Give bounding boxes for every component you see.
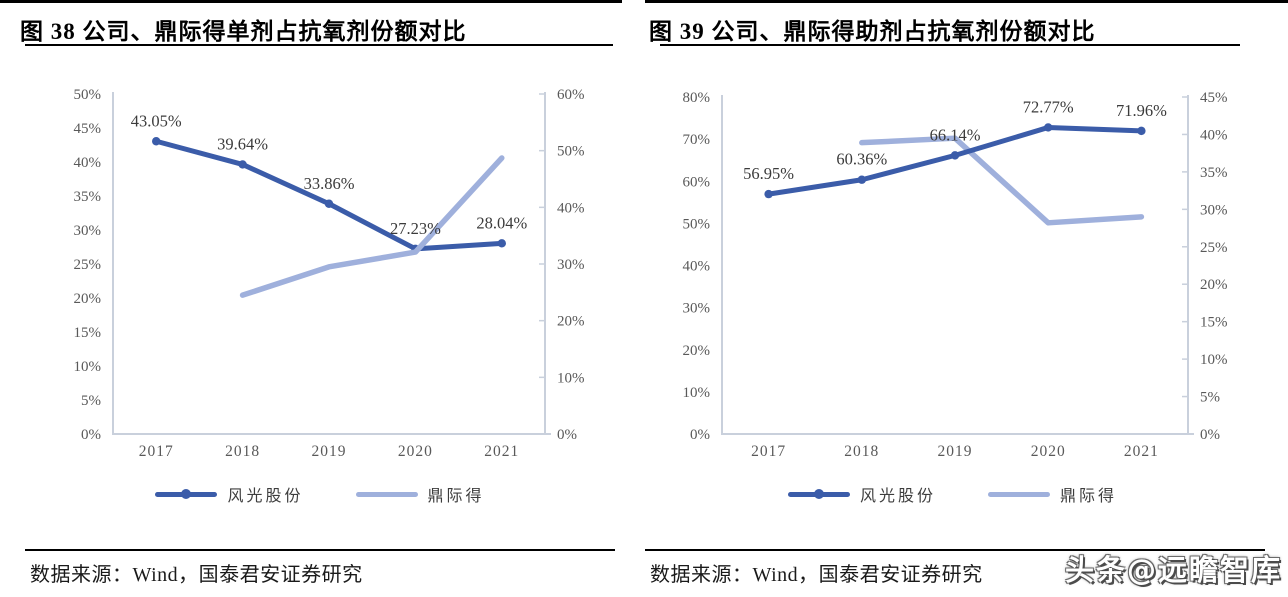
y-axis-left-tick-label: 35%: [74, 189, 102, 205]
y-axis-left-tick-label: 50%: [683, 216, 711, 232]
figure-38-source-rule: [25, 549, 615, 551]
figure-38-top-rule: [0, 0, 622, 3]
data-label: 27.23%: [390, 219, 441, 238]
y-axis-right-tick-label: 60%: [557, 87, 585, 103]
y-axis-right-tick-label: 10%: [1200, 352, 1228, 368]
y-axis-left-tick-label: 40%: [683, 259, 711, 275]
x-axis-tick-label: 2020: [1031, 443, 1066, 458]
y-axis-left-tick-label: 60%: [683, 174, 711, 190]
watermark: 头条@远瞻智库: [1064, 553, 1282, 587]
y-axis-left-tick-label: 25%: [74, 257, 102, 273]
x-axis-tick-label: 2021: [484, 443, 519, 458]
legend-label-风光股份: 风光股份: [859, 488, 936, 505]
y-axis-left-tick-label: 10%: [74, 359, 102, 375]
figure-38-legend: 风光股份 鼎际得: [30, 482, 610, 506]
y-axis-left-tick-label: 40%: [74, 155, 102, 171]
x-axis-tick-label: 2018: [225, 443, 260, 458]
legend-label-鼎际得: 鼎际得: [1060, 488, 1118, 505]
y-axis-left-tick-label: 5%: [81, 393, 101, 409]
data-label: 71.96%: [1116, 101, 1167, 120]
y-axis-right-tick-label: 10%: [557, 370, 585, 386]
series-marker-风光股份: [497, 239, 506, 248]
figure-39-line-chart: 0% 10% 20% 30% 40% 50% 60% 70% 80% 0% 5% 10% 15% 20% 2…: [683, 90, 1228, 458]
series-line-鼎际得: [859, 135, 1145, 226]
x-axis-tick-label: 2019: [938, 443, 973, 458]
y-axis-right-tick-label: 5%: [1200, 390, 1220, 406]
y-axis-right-tick-label: 30%: [557, 257, 585, 273]
legend-swatch-鼎际得: [355, 491, 418, 497]
y-axis-right-tick-label: 20%: [557, 314, 585, 330]
x-axis-tick-label: 2021: [1124, 443, 1159, 458]
y-axis-left-tick-label: 80%: [683, 90, 711, 106]
legend-swatch-风光股份: [155, 489, 218, 499]
y-axis-right-tick-label: 50%: [557, 144, 585, 160]
figure-38-title-underline: [25, 44, 613, 46]
y-axis-right-tick-label: 20%: [1200, 277, 1228, 293]
series-marker-风光股份: [857, 175, 866, 184]
y-axis-right-tick-label: 0%: [557, 427, 577, 443]
series-marker-风光股份: [1044, 123, 1053, 132]
y-axis-right-tick-label: 30%: [1200, 202, 1228, 218]
data-label: 43.05%: [131, 111, 182, 130]
series-marker-风光股份: [764, 189, 773, 199]
figure-39-title-underline: [660, 44, 1240, 46]
legend-item-鼎际得: 鼎际得: [988, 482, 1117, 506]
figure-39-legend: 风光股份 鼎际得: [645, 482, 1260, 506]
y-axis-left-tick-label: 10%: [683, 385, 711, 401]
data-label: 28.04%: [476, 213, 527, 232]
y-axis-right-tick-label: 40%: [1200, 127, 1228, 143]
figure-38-title: 图 38 公司、鼎际得单剂占抗氧剂份额对比: [20, 19, 467, 44]
x-axis-tick-label: 2017: [139, 443, 174, 458]
series-marker-风光股份: [324, 199, 334, 208]
y-axis-left-tick-label: 30%: [683, 301, 711, 317]
y-axis-left-tick-label: 20%: [683, 343, 711, 359]
data-label: 39.64%: [217, 134, 268, 153]
series-marker-风光股份: [238, 160, 247, 169]
series-marker-风光股份: [1137, 126, 1146, 136]
series-line-风光股份: [153, 138, 505, 252]
figure-38-line-chart: 0% 5% 10% 15% 20% 25% 30% 35% 40% 45% 50% 0% 10% 20% 3…: [74, 87, 585, 458]
x-axis-tick-label: 2017: [751, 443, 786, 458]
legend-item-鼎际得: 鼎际得: [355, 482, 485, 506]
y-axis-left-tick-label: 0%: [690, 427, 710, 443]
y-axis-right-tick-label: 25%: [1200, 240, 1228, 256]
x-axis-tick-label: 2020: [398, 443, 433, 458]
data-label: 72.77%: [1023, 97, 1074, 116]
y-axis-left-tick-label: 30%: [74, 223, 102, 239]
y-axis-left-tick-label: 15%: [74, 325, 102, 341]
y-axis-right-tick-label: 0%: [1200, 427, 1220, 443]
data-label: 56.95%: [743, 164, 794, 183]
legend-swatch-鼎际得: [988, 491, 1050, 497]
y-axis-left-tick-label: 45%: [74, 121, 102, 137]
series-line-鼎际得: [239, 155, 505, 298]
series-marker-风光股份: [152, 137, 161, 146]
x-axis-tick-label: 2019: [312, 443, 347, 458]
legend-marker-dot: [813, 489, 824, 499]
legend-label-风光股份: 风光股份: [227, 488, 304, 505]
y-axis-right-tick-label: 15%: [1200, 315, 1228, 331]
y-axis-left-tick-label: 20%: [74, 291, 102, 307]
legend-marker-dot: [181, 489, 192, 499]
y-axis-left-tick-label: 70%: [683, 132, 711, 148]
data-label: 60.36%: [836, 150, 887, 169]
y-axis-right-tick-label: 40%: [557, 200, 585, 216]
figure-39-title: 图 39 公司、鼎际得助剂占抗氧剂份额对比: [649, 19, 1096, 44]
y-axis-right-tick-label: 35%: [1200, 165, 1228, 181]
y-axis-left-tick-label: 50%: [74, 87, 102, 103]
x-axis-tick-label: 2018: [844, 443, 879, 458]
data-label: 66.14%: [930, 125, 981, 144]
figure-38-source: 数据来源：Wind，国泰君安证券研究: [30, 564, 363, 586]
legend-label-鼎际得: 鼎际得: [427, 488, 485, 505]
figure-39-top-rule: [645, 0, 1288, 3]
figure-39-source: 数据来源：Wind，国泰君安证券研究: [650, 564, 983, 586]
y-axis-right-tick-label: 45%: [1200, 90, 1228, 106]
figure-39-source-rule: [645, 549, 1265, 551]
series-marker-风光股份: [950, 151, 960, 160]
legend-swatch-风光股份: [787, 489, 850, 499]
y-axis-left-tick-label: 0%: [81, 427, 101, 443]
data-label: 33.86%: [304, 174, 355, 193]
legend-item-风光股份: 风光股份: [155, 482, 303, 506]
legend-item-风光股份: 风光股份: [787, 482, 936, 506]
